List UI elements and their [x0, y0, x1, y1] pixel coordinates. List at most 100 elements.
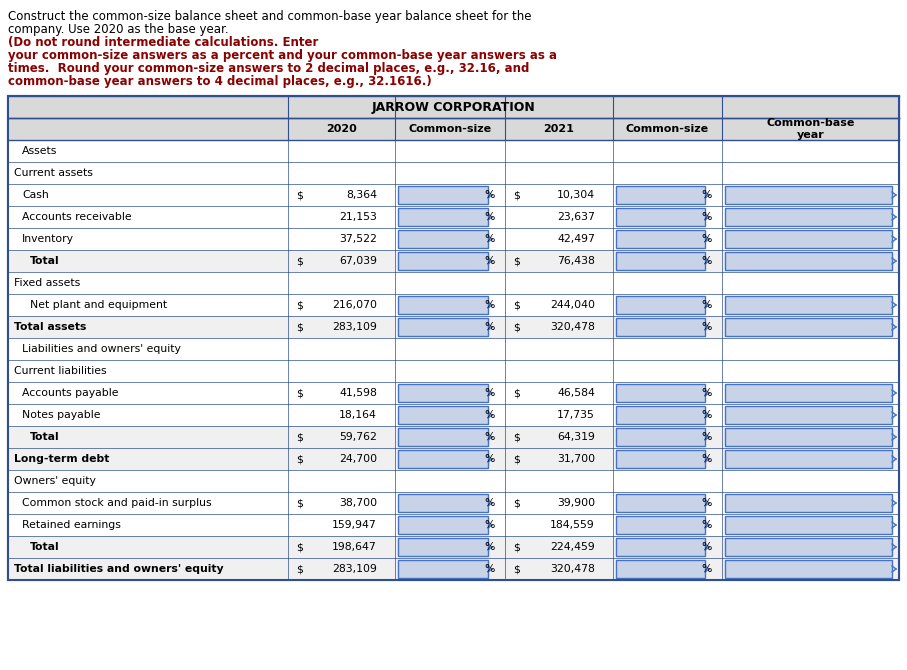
Text: %: % [702, 190, 712, 200]
Text: 21,153: 21,153 [339, 212, 377, 222]
Text: 2020: 2020 [327, 124, 356, 134]
Text: %: % [484, 432, 495, 442]
Text: $: $ [296, 498, 303, 508]
Text: $: $ [513, 190, 520, 200]
Text: Cash: Cash [22, 190, 49, 200]
Text: 10,304: 10,304 [557, 190, 595, 200]
Bar [398, 494, 488, 512]
Text: 38,700: 38,700 [339, 498, 377, 508]
Bar [616, 428, 705, 446]
Text: Assets: Assets [22, 146, 57, 156]
Text: %: % [702, 300, 712, 310]
Text: %: % [484, 410, 495, 420]
Text: $: $ [296, 564, 303, 574]
Text: $: $ [513, 454, 520, 464]
Bar [725, 230, 892, 248]
Text: 283,109: 283,109 [332, 564, 377, 574]
Bar [8, 558, 899, 580]
Text: Net plant and equipment: Net plant and equipment [30, 300, 167, 310]
Text: %: % [484, 388, 495, 398]
Text: Retained earnings: Retained earnings [22, 520, 121, 530]
Bar [725, 494, 892, 512]
Text: %: % [484, 520, 495, 530]
Text: Common stock and paid-in surplus: Common stock and paid-in surplus [22, 498, 211, 508]
Text: 67,039: 67,039 [339, 256, 377, 266]
Bar [398, 450, 488, 468]
Bar [8, 96, 899, 580]
Bar [398, 560, 488, 578]
Text: $: $ [296, 322, 303, 332]
Text: JARROW CORPORATION: JARROW CORPORATION [372, 100, 535, 113]
Text: $: $ [513, 498, 520, 508]
Bar [8, 470, 899, 492]
Bar [616, 296, 705, 314]
Bar [8, 536, 899, 558]
Text: 198,647: 198,647 [332, 542, 377, 552]
Bar [8, 426, 899, 448]
Bar [725, 428, 892, 446]
Text: Current assets: Current assets [14, 168, 93, 178]
Text: 17,735: 17,735 [557, 410, 595, 420]
Text: %: % [484, 454, 495, 464]
Bar [616, 406, 705, 424]
Text: 42,497: 42,497 [557, 234, 595, 244]
Text: Total: Total [30, 432, 60, 442]
Bar [725, 516, 892, 534]
Text: %: % [702, 564, 712, 574]
Bar [616, 384, 705, 402]
Text: $: $ [513, 388, 520, 398]
Bar [8, 96, 899, 118]
Text: 23,637: 23,637 [557, 212, 595, 222]
Text: %: % [484, 498, 495, 508]
Bar [725, 560, 892, 578]
Bar [8, 206, 899, 228]
Bar [725, 186, 892, 204]
Text: 59,762: 59,762 [339, 432, 377, 442]
Text: %: % [702, 410, 712, 420]
Bar [725, 208, 892, 226]
Text: Common-base
year: Common-base year [766, 118, 854, 140]
Bar [8, 448, 899, 470]
Text: $: $ [296, 300, 303, 310]
Text: %: % [484, 190, 495, 200]
Bar [398, 230, 488, 248]
Text: $: $ [513, 300, 520, 310]
Text: 8,364: 8,364 [346, 190, 377, 200]
Bar [616, 318, 705, 336]
Text: %: % [484, 300, 495, 310]
Text: 244,040: 244,040 [550, 300, 595, 310]
Text: Common-size: Common-size [626, 124, 709, 134]
Bar [398, 384, 488, 402]
Bar [398, 208, 488, 226]
Text: %: % [484, 564, 495, 574]
Bar [725, 406, 892, 424]
Text: Accounts receivable: Accounts receivable [22, 212, 132, 222]
Bar [8, 338, 899, 360]
Bar [616, 208, 705, 226]
Bar [616, 230, 705, 248]
Text: Long-term debt: Long-term debt [14, 454, 110, 464]
Bar [8, 316, 899, 338]
Text: %: % [702, 454, 712, 464]
Bar [725, 450, 892, 468]
Text: 18,164: 18,164 [339, 410, 377, 420]
Text: 39,900: 39,900 [557, 498, 595, 508]
Bar [8, 184, 899, 206]
Text: Accounts payable: Accounts payable [22, 388, 119, 398]
Text: Total assets: Total assets [14, 322, 86, 332]
Text: 184,559: 184,559 [551, 520, 595, 530]
Text: $: $ [513, 432, 520, 442]
Text: 2021: 2021 [543, 124, 574, 134]
Text: 37,522: 37,522 [339, 234, 377, 244]
Bar [8, 96, 899, 580]
Bar [8, 118, 899, 140]
Bar [398, 538, 488, 556]
Text: %: % [484, 234, 495, 244]
Text: 159,947: 159,947 [332, 520, 377, 530]
Bar [398, 406, 488, 424]
Bar [8, 382, 899, 404]
Bar [725, 296, 892, 314]
Text: $: $ [296, 432, 303, 442]
Bar [8, 228, 899, 250]
Text: 41,598: 41,598 [339, 388, 377, 398]
